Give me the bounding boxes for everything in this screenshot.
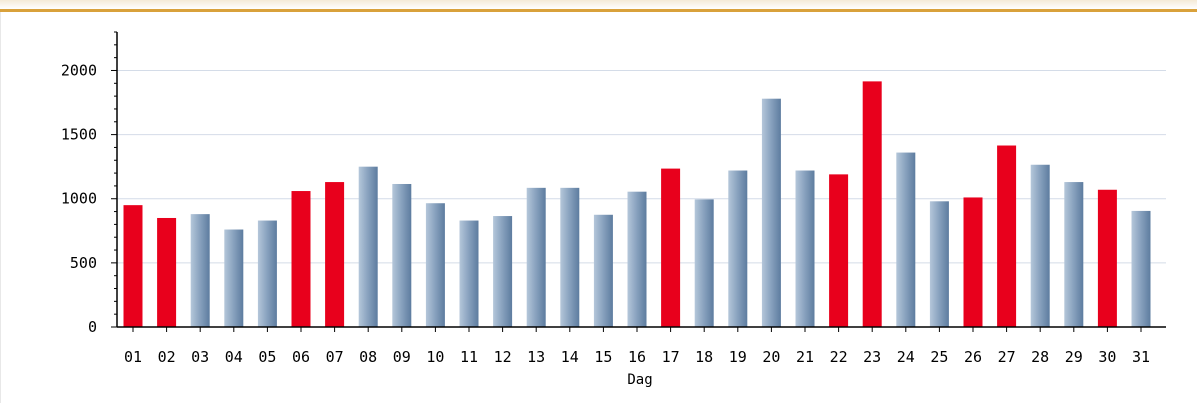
x-tick-label-05: 05 [258,348,276,366]
bar-03 [190,214,210,327]
x-tick-label-09: 09 [393,348,411,366]
bar-25 [929,201,949,327]
bar-02 [157,217,177,327]
bar-19 [728,170,748,327]
bar-08 [358,166,378,327]
bar-28 [1030,164,1050,327]
x-tick-label-25: 25 [930,348,948,366]
x-tick-label-11: 11 [460,348,478,366]
bar-16 [627,191,647,327]
y-tick-label-1500: 1500 [61,126,97,144]
x-tick-label-01: 01 [124,348,142,366]
x-tick-label-16: 16 [628,348,646,366]
x-tick-label-31: 31 [1132,348,1150,366]
bar-13 [526,187,546,327]
bar-22 [829,174,849,327]
y-tick-label-500: 500 [70,254,97,272]
bar-09 [392,183,412,327]
frame-left-border [0,12,1,403]
bar-12 [493,216,513,327]
bar-01 [123,205,143,327]
x-tick-label-12: 12 [494,348,512,366]
bar-30 [1097,189,1117,327]
x-tick-label-22: 22 [830,348,848,366]
header-shadow [0,0,1197,9]
bar-27 [997,145,1017,327]
x-tick-label-02: 02 [158,348,176,366]
x-tick-label-29: 29 [1065,348,1083,366]
bar-07 [325,182,345,327]
bar-14 [560,187,580,327]
bar-18 [694,199,714,327]
x-tick-label-30: 30 [1098,348,1116,366]
x-tick-label-26: 26 [964,348,982,366]
bar-21 [795,170,815,327]
bar-05 [257,220,277,327]
x-tick-label-03: 03 [191,348,209,366]
x-tick-label-04: 04 [225,348,243,366]
x-tick-label-17: 17 [662,348,680,366]
bar-23 [862,81,882,327]
x-tick-label-08: 08 [359,348,377,366]
bar-17 [661,168,681,327]
bar-31 [1131,210,1151,327]
bars [123,81,1151,328]
x-tick-label-21: 21 [796,348,814,366]
y-tick-label-1000: 1000 [61,190,97,208]
x-tick-label-19: 19 [729,348,747,366]
x-tick-label-13: 13 [527,348,545,366]
bar-20 [761,98,781,328]
y-tick-label-2000: 2000 [61,61,97,79]
x-tick-label-23: 23 [863,348,881,366]
x-tick-label-27: 27 [998,348,1016,366]
bar-24 [896,152,916,327]
x-tick-label-18: 18 [695,348,713,366]
tick-labels: 0 500 1000 1500 2000 01 02 03 04 05 06 07 08 09 10 11 12… [61,61,1150,366]
bar-06 [291,191,311,327]
x-tick-label-06: 06 [292,348,310,366]
axes [111,31,1166,332]
x-tick-label-15: 15 [594,348,612,366]
y-tick-label-0: 0 [88,318,97,336]
x-tick-label-10: 10 [426,348,444,366]
x-tick-label-14: 14 [561,348,579,366]
bar-11 [459,220,479,327]
bar-15 [593,214,613,327]
x-tick-label-28: 28 [1031,348,1049,366]
bar-10 [425,203,445,327]
x-tick-label-24: 24 [897,348,915,366]
x-tick-label-20: 20 [762,348,780,366]
x-axis-title: Dag [627,372,652,388]
x-tick-label-07: 07 [326,348,344,366]
bar-04 [224,229,244,327]
header-accent-rule [0,9,1197,12]
bar-26 [963,197,983,327]
bar-29 [1064,182,1084,327]
